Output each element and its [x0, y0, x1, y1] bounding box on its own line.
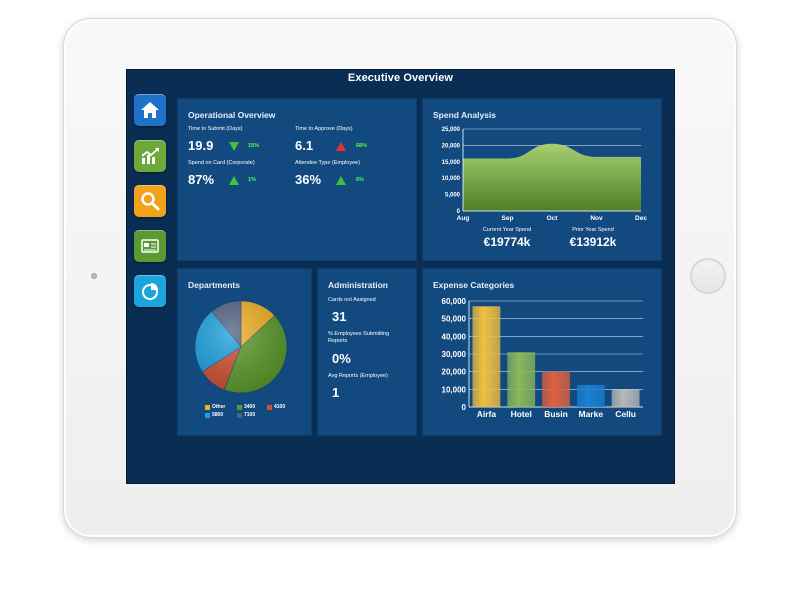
x-tick-label: Marke: [579, 409, 604, 419]
legend-label: 5800: [212, 412, 224, 418]
spend-analysis-title: Spend Analysis: [433, 110, 496, 120]
admin-item-value: 1: [332, 385, 340, 400]
kpi-change: 68%: [356, 143, 368, 149]
admin-item-value: 0%: [332, 351, 351, 366]
legend-swatch: [267, 404, 272, 410]
x-tick-label: Aug: [457, 215, 470, 222]
admin-item-label: Cards not Assigned: [328, 297, 376, 303]
nav-home-button[interactable]: [134, 94, 166, 126]
bar: [472, 306, 501, 407]
y-tick-label: 20,000: [442, 143, 461, 149]
admin-item-value: 31: [332, 309, 347, 324]
search-icon: [141, 192, 160, 211]
spend-area-chart: 0 5,000 10,000 15,000 20,000 25,000 Aug Sep Oct N…: [442, 127, 648, 222]
kpi-change: 6%: [356, 177, 364, 183]
y-tick-label: 60,000: [442, 297, 467, 306]
card-icon: [141, 239, 159, 253]
bar: [542, 371, 570, 407]
camera-dot: [91, 273, 97, 279]
admin-item-label: % Employees Submitting Reports: [328, 331, 390, 344]
y-tick-label: 10,000: [442, 385, 467, 394]
legend-item: Other: [205, 404, 225, 410]
admin-item-label: Avg Reports (Employee): [328, 373, 388, 379]
kpi-label: Time to Submit (Days): [188, 126, 243, 132]
expense-bar-chart: 0 10,000 20,000 30,000 40,000 50,000 60,000 Air…: [442, 297, 643, 419]
home-icon: [141, 102, 159, 118]
kpi-label: Attendee Type (Employee): [295, 160, 361, 166]
legend-item: 3400: [237, 404, 255, 410]
y-tick-label: 25,000: [442, 127, 461, 133]
x-tick-label: Sep: [502, 215, 514, 222]
prior-year-value: €13912k: [569, 235, 617, 249]
nav-analytics-button[interactable]: [134, 140, 166, 172]
expense-categories-panel: Expense Categories 0 10,000 20,000 30,000 40…: [422, 268, 662, 436]
spend-analysis-panel: Spend Analysis 0 5,000 10,000 15,000 20,000 2…: [422, 98, 662, 261]
kpi-value: 19.9: [188, 138, 214, 153]
current-year-value: €19774k: [483, 235, 531, 249]
pie-chart-icon: [142, 283, 158, 300]
trend-up-icon: [336, 176, 346, 185]
kpi-value: 36%: [295, 172, 322, 187]
bar: [611, 389, 640, 407]
legend-swatch: [205, 404, 210, 410]
administration-title: Administration: [328, 280, 388, 290]
x-tick-label: Oct: [547, 215, 559, 222]
trend-up-icon: [336, 142, 346, 151]
x-tick-label: Busin: [544, 409, 568, 419]
y-tick-label: 15,000: [442, 160, 461, 166]
kpi-label: Time to Approve (Days): [295, 126, 353, 132]
nav-card-button[interactable]: [134, 230, 166, 262]
nav-search-button[interactable]: [134, 185, 166, 217]
x-tick-label: Airfa: [477, 409, 497, 419]
expense-categories-title: Expense Categories: [433, 280, 515, 290]
y-tick-label: 0: [462, 403, 467, 412]
prior-year-label: Prior Year Spend: [572, 227, 614, 233]
operational-overview-title: Operational Overview: [188, 110, 276, 120]
legend-label: Other: [212, 404, 226, 410]
legend-item: 5800: [205, 412, 223, 418]
current-year-label: Current Year Spend: [482, 227, 532, 233]
y-tick-label: 5,000: [445, 193, 461, 199]
bar: [507, 352, 536, 407]
page-title: Executive Overview: [347, 72, 454, 84]
kpi-change: 15%: [248, 143, 260, 149]
x-tick-label: Hotel: [511, 409, 532, 419]
y-tick-label: 10,000: [442, 176, 461, 182]
kpi-value: 6.1: [295, 138, 314, 153]
administration-panel: Administration Cards not Assigned 31 % E…: [317, 268, 417, 436]
nav-pie-button[interactable]: [134, 275, 166, 307]
chart-trend-icon: [141, 148, 159, 164]
x-tick-label: Nov: [590, 215, 603, 222]
legend-label: 3400: [244, 404, 256, 410]
legend-label: 4100: [274, 404, 286, 410]
x-tick-label: Cellu: [615, 409, 636, 419]
y-tick-label: 40,000: [442, 332, 467, 341]
legend-item: 4100: [267, 404, 285, 410]
kpi-value: 87%: [188, 172, 215, 187]
y-tick-label: 0: [457, 209, 461, 215]
departments-pie-chart: [194, 300, 288, 394]
legend-swatch: [205, 412, 210, 418]
legend-swatch: [237, 412, 242, 418]
x-tick-label: Dec: [635, 215, 647, 222]
app-screen: Executive Overview: [126, 69, 675, 484]
legend-item: 7100: [237, 412, 255, 418]
y-tick-label: 50,000: [442, 315, 467, 324]
departments-title: Departments: [188, 280, 240, 290]
area-series: [463, 143, 641, 211]
y-tick-label: 20,000: [442, 368, 467, 377]
operational-overview-panel: Operational Overview Time to Submit (Day…: [177, 98, 417, 261]
trend-down-icon: [229, 142, 239, 151]
departments-panel: Departments Other 3400 4100 5800 7100: [177, 268, 312, 436]
legend-swatch: [237, 404, 242, 410]
trend-up-icon: [229, 176, 239, 185]
legend-label: 7100: [244, 412, 256, 418]
pie-shade: [195, 301, 287, 393]
kpi-change: 1%: [248, 177, 256, 183]
tablet-home-button[interactable]: [690, 258, 726, 294]
y-tick-label: 30,000: [442, 350, 467, 359]
bar: [576, 384, 605, 407]
kpi-label: Spend on Card (Corporate): [188, 160, 255, 166]
